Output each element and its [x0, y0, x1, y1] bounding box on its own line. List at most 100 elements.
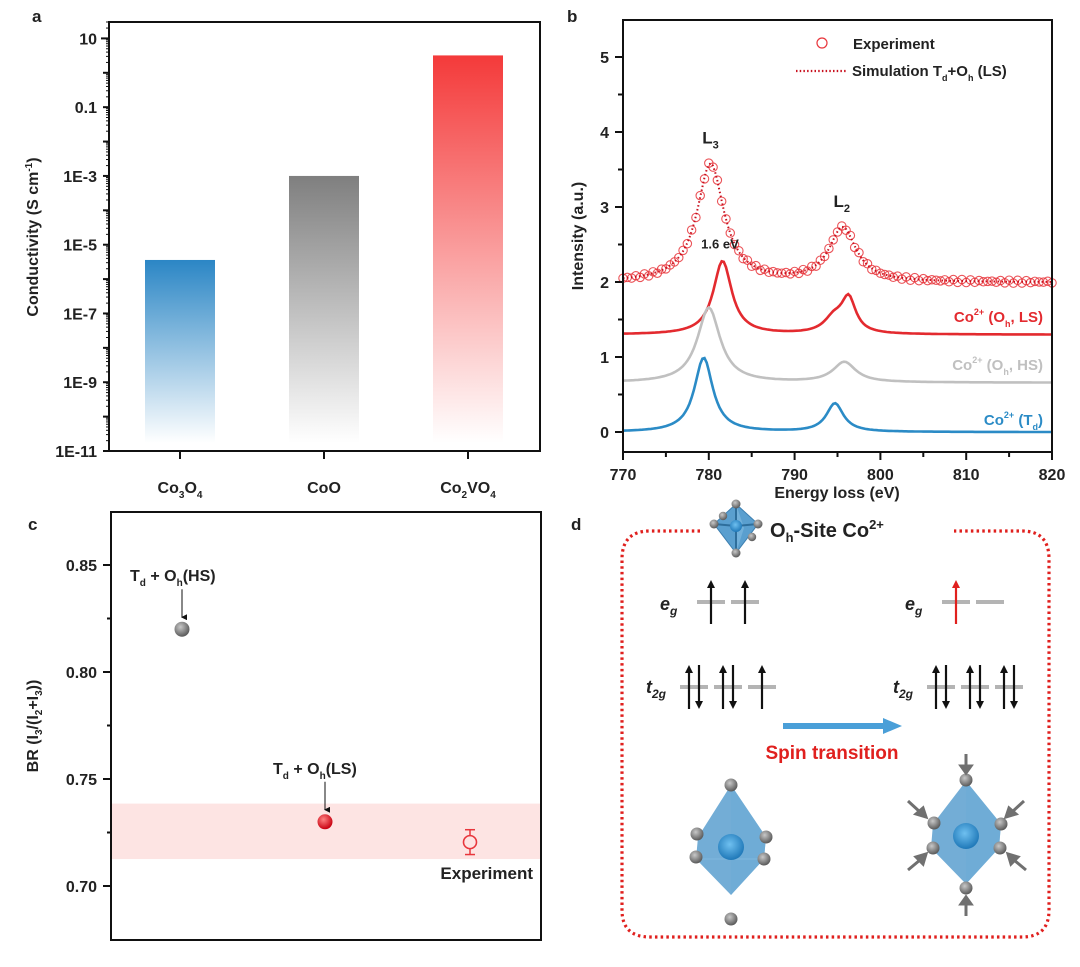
data-point-experiment [819, 251, 830, 262]
data-point-experiment [678, 245, 688, 256]
y-tick-label-c: 0.70 [66, 879, 97, 896]
data-point-experiment [854, 247, 864, 258]
legend-label-experiment: Experiment [853, 36, 935, 53]
y-tick-label-b: 3 [600, 200, 609, 217]
y-tick-label-b: 1 [600, 350, 609, 367]
point-label-0: Td + Oh(HS) [130, 568, 216, 589]
spin-up-arrowhead [758, 665, 766, 673]
transition-arrow [783, 718, 902, 734]
data-point-experiment [824, 243, 834, 254]
legend-marker-experiment [816, 37, 828, 49]
data-point-experiment [755, 265, 766, 276]
panel-label-b: b [567, 7, 577, 26]
x-tick-label-b: 810 [953, 467, 980, 484]
low-spin-configuration: eg t2g [893, 580, 1023, 709]
y-axis-label-a: Conductivity (S cm-1) [24, 157, 42, 316]
data-point-experiment [789, 266, 800, 277]
data-point-experiment [807, 261, 817, 272]
y-tick-label-b: 5 [600, 50, 609, 67]
x-tick-label-coo: CoO [307, 480, 341, 497]
t2g-label-left: t2g [646, 677, 667, 701]
series-label-2: Co2+ (Td) [984, 410, 1043, 432]
data-point-experiment [708, 162, 718, 172]
series-line-1 [622, 162, 1052, 283]
data-point-experiment [858, 257, 868, 267]
y-axis-label-c: BR (I3/(I2+I3)) [25, 680, 45, 773]
legend-label-simulation: Simulation Td+Oh (LS) [852, 63, 1007, 83]
x-tick-label-b: 820 [1039, 467, 1066, 484]
data-point-experiment [798, 264, 808, 275]
data-point-1 [317, 814, 333, 830]
y-tick-label-a: 1E-5 [63, 238, 97, 255]
x-tick-label-b: 800 [867, 467, 894, 484]
data-point-experiment [648, 267, 658, 277]
x-tick-label-b: 770 [610, 467, 637, 484]
diagram-frame [620, 529, 1051, 939]
spin-transition-label: Spin transition [766, 743, 899, 764]
y-tick-label-b: 0 [600, 425, 609, 442]
spin-up-arrowhead [932, 665, 940, 673]
data-point-experiment [686, 225, 697, 235]
spin-up-arrowhead [707, 580, 715, 588]
series-line-4 [622, 356, 1052, 434]
panel-d-spin-diagram: d Oh-Site Co2+ eg t2g [571, 499, 1051, 939]
data-point-experiment [695, 190, 705, 201]
series-line-3 [622, 305, 1052, 384]
panel-label-d: d [571, 515, 581, 534]
data-point-experiment [888, 272, 899, 283]
x-tick-label-b: 780 [695, 467, 722, 484]
bar-co3o4 [145, 259, 215, 443]
y-tick-label-a: 1E-3 [63, 169, 97, 186]
spin-down-arrowhead [1010, 701, 1018, 709]
data-point-experiment [738, 253, 748, 264]
data-point-experiment [746, 261, 757, 272]
series-label-0: Co2+ (Oh, LS) [954, 307, 1043, 329]
data-point-experiment [725, 228, 735, 238]
spin-down-arrowhead [942, 701, 950, 709]
data-point-experiment [879, 269, 890, 280]
panel-label-a: a [32, 7, 42, 26]
x-tick-label-co2vo4: Co2VO4 [440, 480, 496, 501]
y-tick-label-c: 0.75 [66, 772, 97, 789]
panel-a-conductivity-chart: a 10 0.1 1E-3 1E-5 1E-7 1E-9 1E-11 Co3O4 CoO Co2… [24, 7, 541, 501]
spin-up-arrowhead [952, 580, 960, 588]
octahedron-high-spin [689, 778, 773, 926]
data-point-experiment [721, 214, 731, 224]
y-tick-label-b: 4 [600, 125, 609, 142]
series-label-1: Co2+ (Oh, HS) [952, 355, 1043, 377]
eg-label-left: eg [660, 594, 678, 618]
data-point-experiment [734, 245, 744, 256]
series-experiment [618, 158, 1057, 288]
series-line-2 [623, 259, 1052, 336]
y-tick-label-a: 10 [79, 31, 97, 48]
octahedron-icon-title [709, 499, 763, 558]
octahedron-low-spin [906, 754, 1027, 916]
point-label-1: Td + Oh(LS) [273, 761, 357, 782]
y-axis-label-b: Intensity (a.u.) [570, 182, 587, 290]
data-point-experiment [639, 269, 650, 279]
data-point-experiment [828, 235, 838, 245]
spin-down-arrowhead [695, 701, 703, 709]
reference-band [111, 803, 541, 860]
spin-up-arrowhead [685, 665, 693, 673]
data-point-experiment [656, 264, 667, 274]
data-point-0 [174, 621, 190, 637]
t2g-label-right: t2g [893, 677, 914, 701]
y-tick-label-c: 0.80 [66, 665, 97, 682]
data-point-experiment [682, 238, 693, 249]
eg-label-right: eg [905, 594, 923, 618]
y-tick-label-a: 1E-9 [63, 375, 97, 392]
compression-arrows [906, 754, 1027, 916]
data-point-experiment [875, 268, 886, 278]
point-label-experiment: Experiment [440, 864, 533, 883]
spin-up-arrowhead [719, 665, 727, 673]
data-point-experiment [462, 834, 478, 850]
panel-b-eels-spectra: b 770 780 790 800 810 820 0 1 2 3 4 5 L3 L2 1.6 eV Ex… [567, 7, 1065, 502]
bar-co2vo4 [433, 55, 503, 443]
x-tick-label-co3o4: Co3O4 [158, 480, 203, 501]
data-point-experiment [867, 264, 877, 275]
bar-coo [289, 175, 359, 443]
spin-up-arrowhead [1000, 665, 1008, 673]
spin-down-arrowhead [976, 701, 984, 709]
